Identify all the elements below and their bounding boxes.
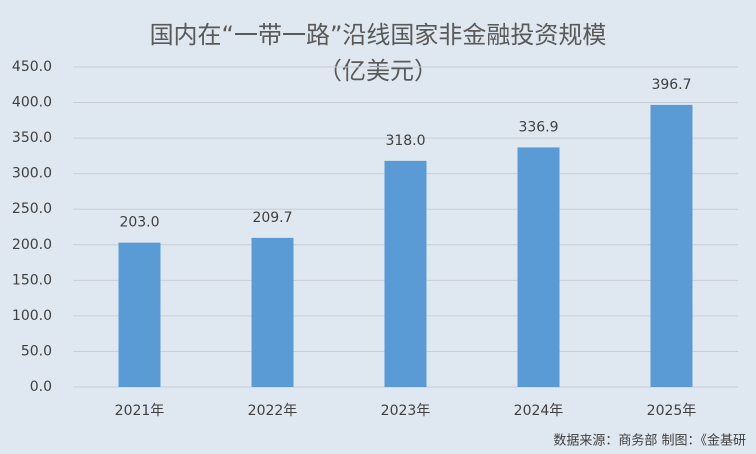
- x-tick-label: 2021年: [115, 403, 165, 419]
- y-tick-label: 50.0: [21, 343, 52, 359]
- source-note: 数据来源：商务部 制图：《金基研: [553, 433, 746, 449]
- bar: [251, 237, 294, 387]
- y-tick-label: 250.0: [12, 201, 52, 217]
- x-tick-label: 2025年: [647, 403, 697, 419]
- chart-title: 国内在“一带一路”沿线国家非金融投资规模: [150, 21, 607, 49]
- value-label: 318.0: [385, 133, 425, 149]
- value-label: 396.7: [651, 77, 691, 93]
- bar: [118, 242, 161, 387]
- value-label: 209.7: [252, 210, 292, 226]
- bar: [384, 160, 427, 387]
- y-tick-label: 100.0: [12, 308, 52, 324]
- bar: [517, 147, 560, 387]
- bar: [650, 104, 693, 387]
- x-tick-label: 2024年: [514, 403, 564, 419]
- x-tick-label: 2023年: [381, 403, 431, 419]
- y-tick-label: 450.0: [12, 59, 52, 75]
- y-tick-label: 300.0: [12, 166, 52, 182]
- chart-subtitle: （亿美元）: [318, 57, 438, 85]
- y-tick-label: 0.0: [30, 379, 52, 395]
- x-tick-label: 2022年: [248, 403, 298, 419]
- y-tick-label: 400.0: [12, 95, 52, 111]
- y-tick-label: 200.0: [12, 237, 52, 253]
- value-label: 203.0: [119, 215, 159, 231]
- y-tick-label: 150.0: [12, 272, 52, 288]
- value-label: 336.9: [518, 119, 558, 135]
- y-tick-label: 350.0: [12, 130, 52, 146]
